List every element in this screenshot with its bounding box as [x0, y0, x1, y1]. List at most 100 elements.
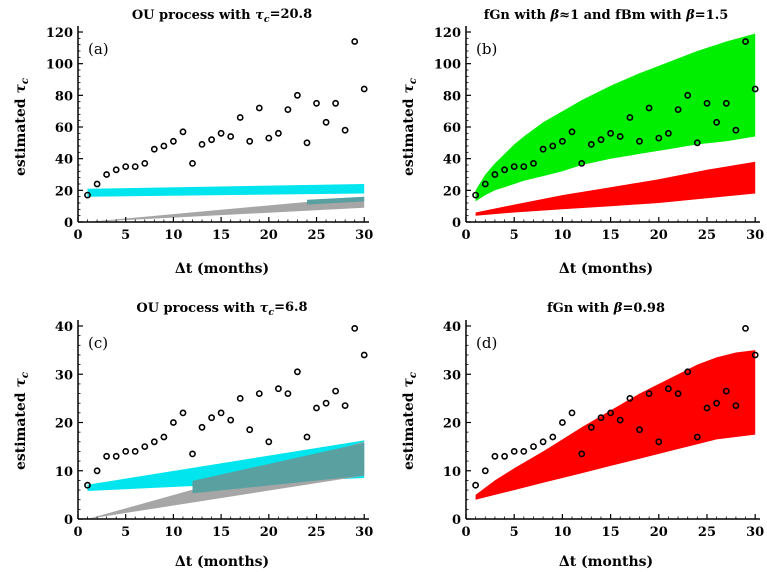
data-point	[141, 159, 149, 167]
y-axis-label: estimated τc	[13, 78, 31, 176]
y-tick-label: 10	[55, 465, 73, 480]
data-point	[665, 385, 672, 393]
chart-title-part: fGn with	[484, 8, 551, 23]
y-tick-label: 0	[452, 513, 461, 528]
data-point	[722, 99, 730, 107]
data-point	[587, 140, 595, 148]
data-point	[322, 118, 330, 126]
data-point	[112, 166, 120, 174]
panel-d: 0 5 10 15 20 25 30 0 10 20 30 40 (d) Δt (months)	[443, 320, 764, 570]
data-point	[472, 481, 479, 489]
data-point	[189, 159, 196, 167]
data-point	[150, 438, 158, 446]
panel-label: (b)	[476, 40, 497, 58]
x-axis-label: Δt (months)	[175, 261, 269, 277]
data-point	[713, 118, 720, 126]
y-axis-label: estimated τc	[401, 372, 419, 470]
y-tick-label: 30	[55, 368, 73, 383]
data-point	[208, 136, 215, 144]
y-tick-label: 60	[55, 121, 73, 136]
data-point	[122, 163, 130, 170]
data-point	[217, 409, 225, 417]
x-axis-label: Δt (months)	[559, 554, 653, 570]
data-point	[341, 126, 349, 134]
chart-title: fGn with β=0.98	[547, 301, 665, 316]
x-tick-label: 0	[461, 525, 470, 540]
data-point	[255, 390, 263, 397]
panel-b: 0 5 10 15 20 25 30 0 20 40 60 80 100 120 (b) Δt (months…	[434, 26, 764, 277]
data-point	[274, 129, 282, 137]
x-axis-label: Δt (months)	[175, 554, 269, 570]
data-point	[198, 140, 206, 148]
y-axis-label-part: τ	[13, 84, 29, 94]
y-tick-label: 0	[64, 216, 73, 231]
chart-title-part: τ	[255, 8, 264, 23]
data-point	[655, 134, 663, 142]
y-tick-label: 40	[55, 153, 73, 168]
data-point	[491, 452, 499, 460]
data-point	[703, 404, 711, 412]
data-point	[674, 390, 682, 397]
data-point	[578, 159, 586, 167]
data-point	[122, 447, 130, 455]
data-point	[722, 387, 730, 395]
x-tick-label: 30	[355, 228, 373, 243]
data-point	[189, 450, 196, 458]
data-point	[636, 137, 643, 145]
data-point	[93, 180, 101, 188]
x-tick-label: 20	[260, 228, 278, 243]
y-tick-label: 120	[46, 26, 73, 41]
data-point	[160, 433, 168, 441]
y-axis-label-part: estimated	[13, 388, 29, 471]
y-tick-label: 0	[64, 513, 73, 528]
data-point	[265, 438, 273, 446]
data-point	[626, 114, 634, 121]
data-point	[742, 38, 749, 45]
data-point	[255, 104, 263, 112]
data-point	[520, 447, 528, 455]
panel-label: (d)	[476, 334, 497, 352]
data-point	[227, 133, 235, 140]
x-tick-label: 15	[602, 228, 620, 243]
chart-title-part: =0.98	[622, 301, 665, 316]
data-point	[636, 426, 643, 434]
x-tick-label: 10	[164, 525, 182, 540]
data-point	[84, 481, 91, 489]
data-point	[103, 452, 110, 460]
chart-title-part: β	[613, 301, 623, 316]
x-tick-label: 25	[307, 228, 325, 243]
x-tick-label: 10	[164, 228, 182, 243]
data-point	[645, 390, 653, 397]
chart-title-part: =6.8	[274, 300, 308, 315]
data-point	[520, 163, 528, 170]
y-tick-label: 0	[452, 216, 461, 231]
chart-title-part: =20.8	[270, 7, 313, 22]
y-tick-label: 80	[443, 89, 461, 104]
data-point	[607, 409, 614, 417]
data-point	[179, 409, 187, 417]
data-point	[693, 433, 701, 441]
chart-title: fGn with β≈1 and fBm with β=1.5	[484, 8, 729, 23]
y-axis-label-part: c	[408, 78, 419, 84]
x-tick-label: 5	[510, 525, 519, 540]
y-axis-label: estimated τc	[13, 372, 31, 470]
x-tick-label: 5	[121, 228, 130, 243]
x-tick-label: 5	[121, 525, 130, 540]
panel-a: 0 5 10 15 20 25 30 0 20 40 60 80 100 120 (a) Δt (months…	[46, 26, 373, 277]
y-tick-label: 100	[46, 58, 73, 73]
data-point	[236, 394, 244, 402]
data-point	[351, 38, 359, 45]
y-tick-label: 40	[443, 320, 461, 335]
data-point	[597, 136, 605, 144]
data-point	[684, 91, 692, 99]
data-point	[674, 106, 682, 113]
chart-title-part: ≈1 and fBm with	[559, 8, 686, 23]
chart-title: OU process with τc=20.8	[132, 7, 312, 25]
data-point	[313, 99, 320, 107]
data-point	[217, 129, 225, 137]
y-tick-label: 30	[443, 368, 461, 383]
band-a-0	[87, 184, 365, 197]
data-point	[559, 419, 566, 426]
y-tick-label: 20	[443, 184, 461, 199]
